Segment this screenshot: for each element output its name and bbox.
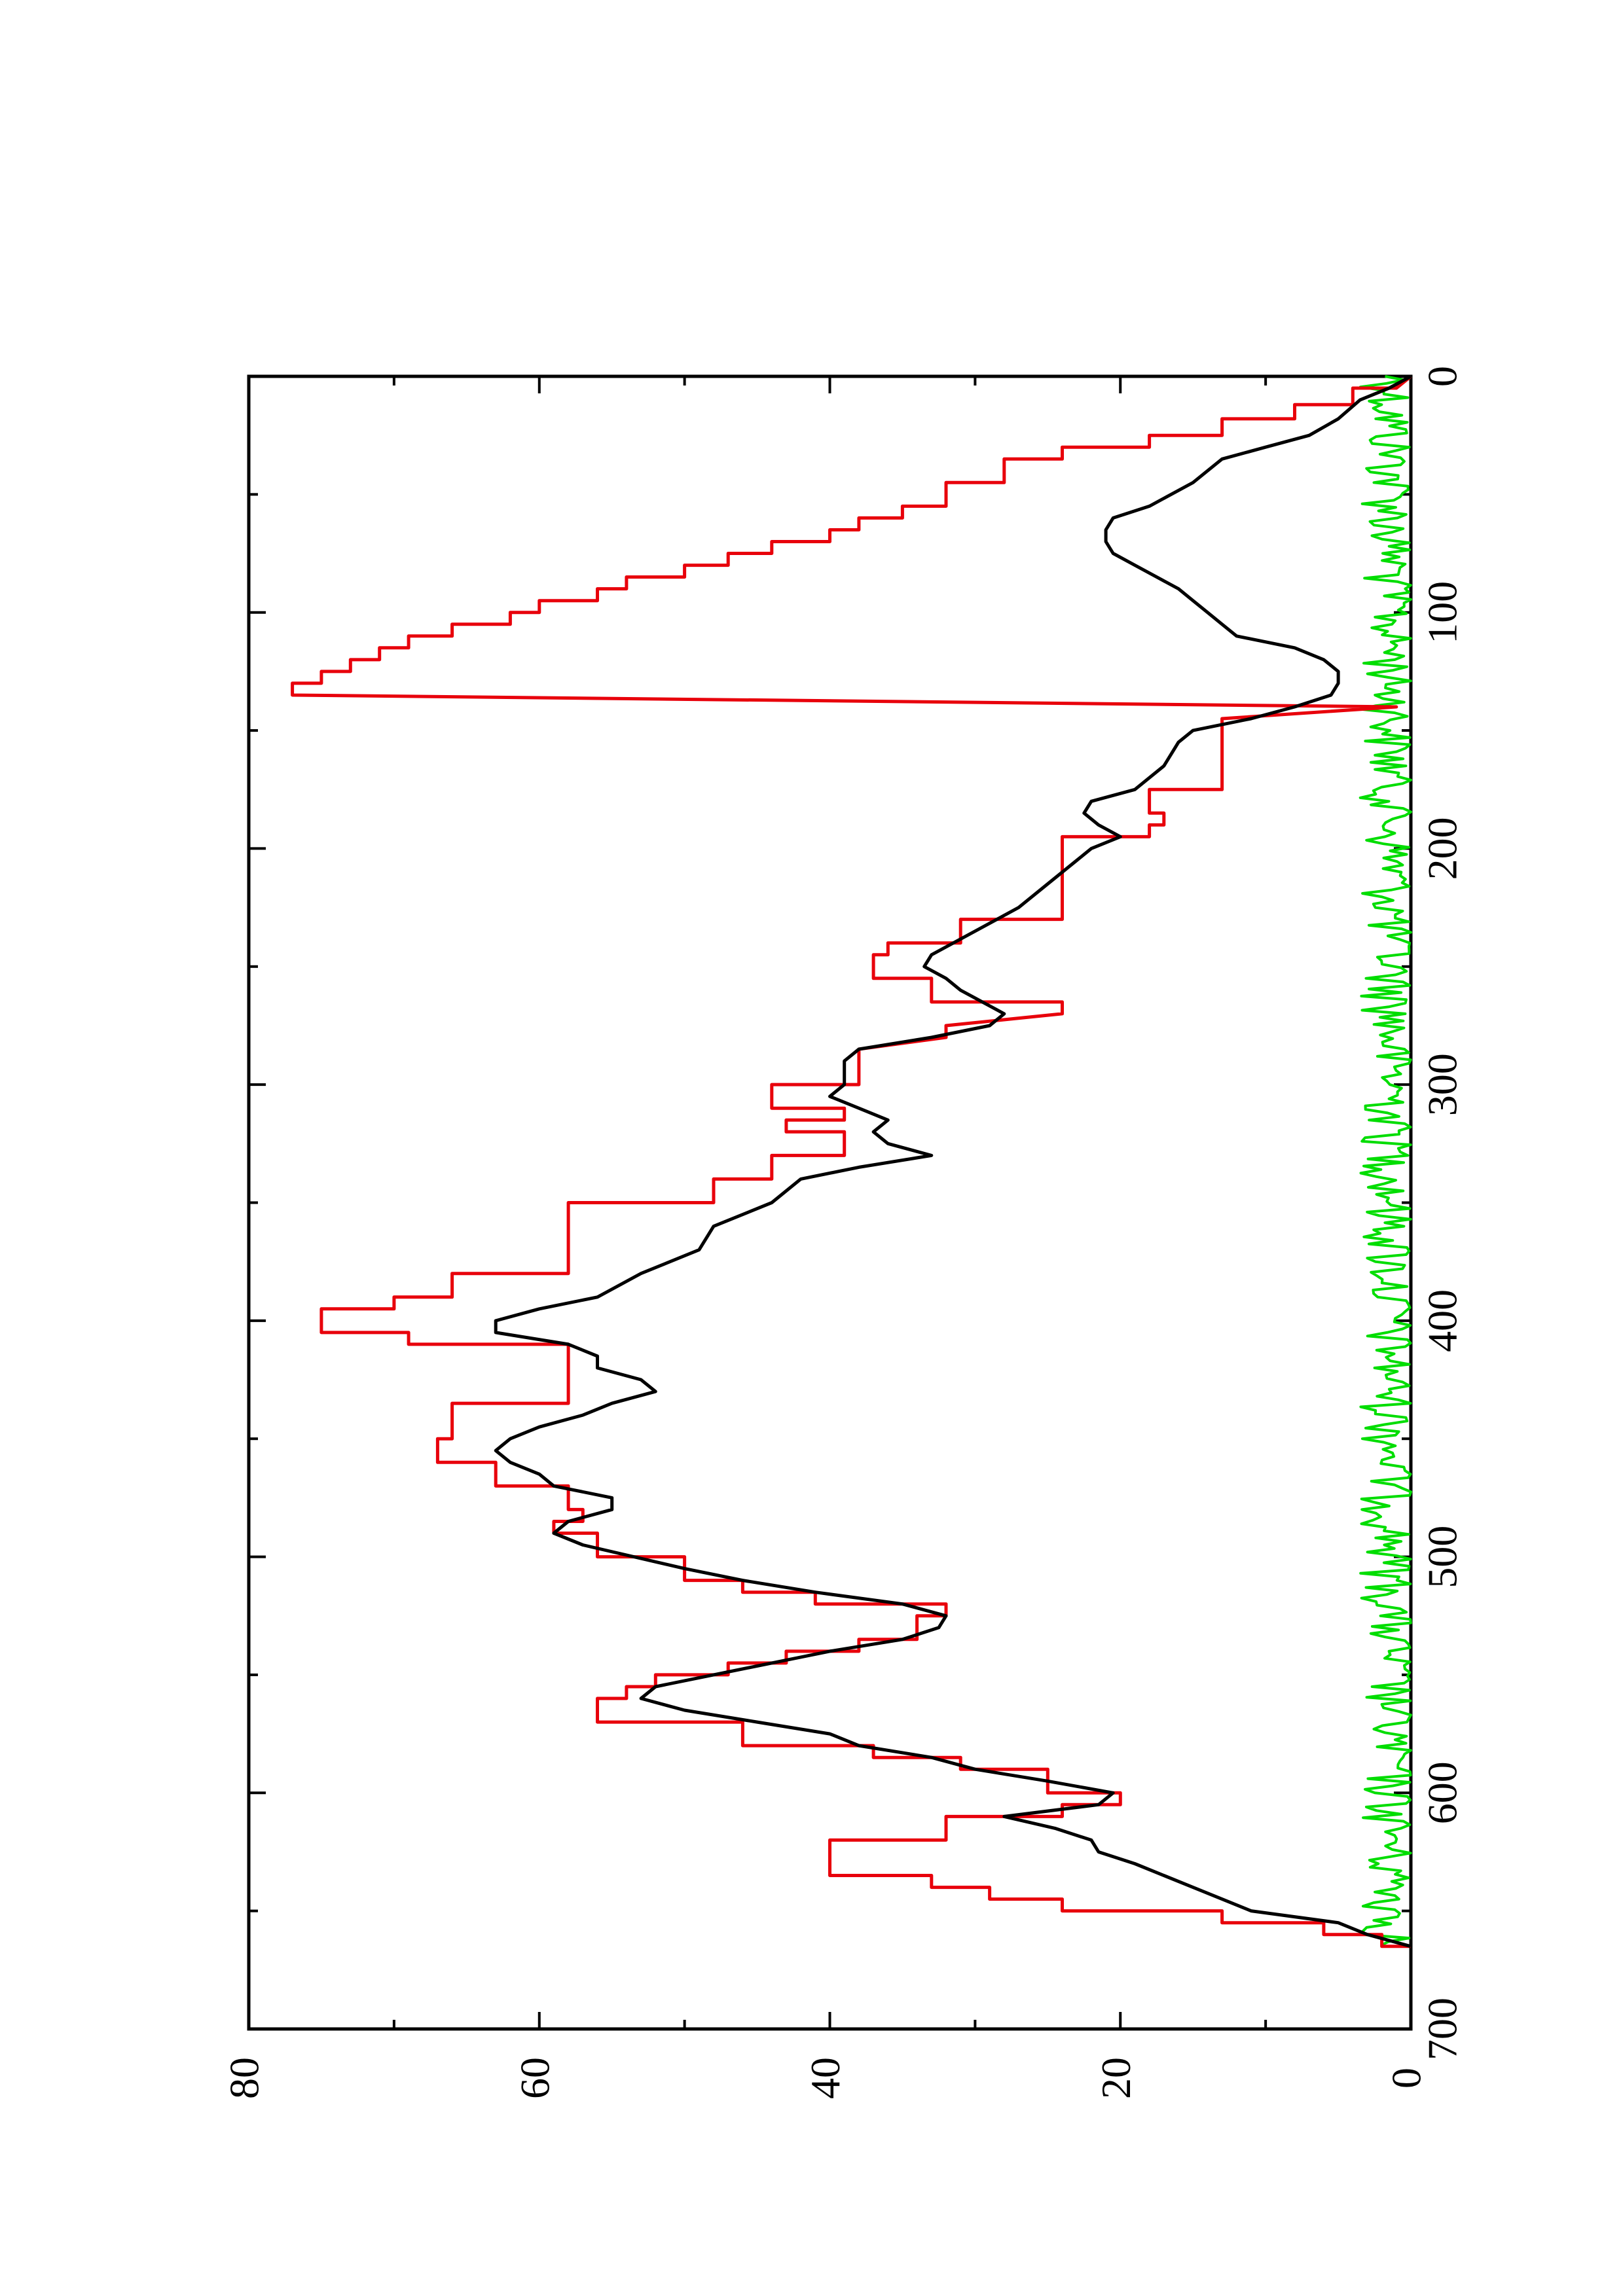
y-tick-label: 80 [221,2057,268,2099]
tick-labels: 0 100 200 300 400 500 600 700 0 20 40 60 80 [221,366,1466,2099]
plot-frame [247,374,1413,2031]
y-tick-label: 60 [511,2057,558,2099]
x-tick-label: 500 [1419,1526,1466,1588]
x-tick-label: 300 [1419,1053,1466,1116]
x-tick-label: 200 [1419,817,1466,880]
x-tick-label: 400 [1419,1289,1466,1352]
x-tick-label: 0 [1419,366,1466,387]
tick-marks [247,375,1412,2030]
y-tick-label: 0 [1383,2068,1430,2089]
series-line-red [291,375,1412,1948]
y-tick-label: 40 [802,2057,848,2099]
plot-area: 0 100 200 300 400 500 600 700 0 20 40 60 80 [221,366,1466,2099]
x-tick-label: 600 [1419,1761,1466,1824]
series-lines [291,374,1412,1948]
x-tick-label: 100 [1419,581,1466,644]
x-tick-label: 700 [1419,1998,1466,2060]
series-line-green [1359,375,1412,1946]
series-line-black [494,374,1412,1948]
y-tick-label: 20 [1093,2057,1139,2099]
